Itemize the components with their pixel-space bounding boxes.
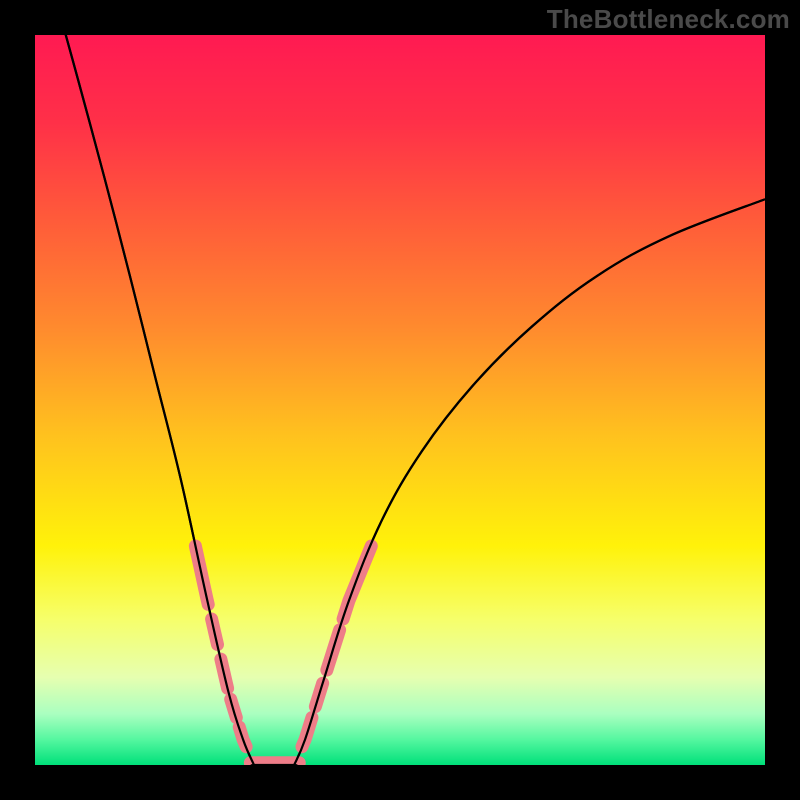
watermark-text: TheBottleneck.com xyxy=(547,4,790,35)
chart-canvas: TheBottleneck.com xyxy=(0,0,800,800)
gradient-background xyxy=(35,35,765,765)
chart-svg xyxy=(0,0,800,800)
